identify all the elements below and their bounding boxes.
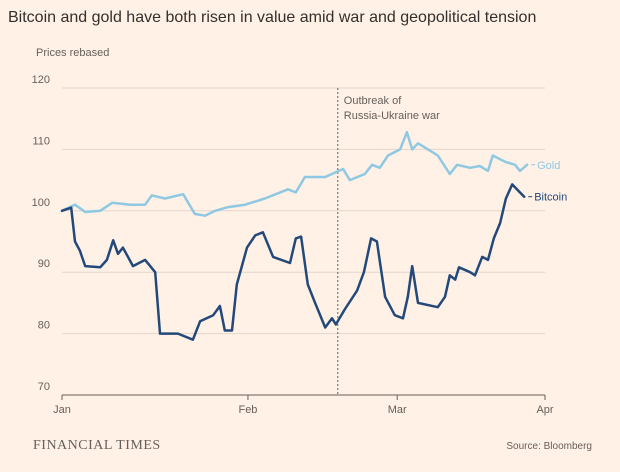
annotation-text: Outbreak of <box>344 95 402 107</box>
y-tick-label: 110 <box>32 135 50 147</box>
source: Source: Bloomberg <box>506 441 592 452</box>
series-line <box>60 183 526 341</box>
y-tick-label: 70 <box>38 381 50 393</box>
legend-label: Bitcoin <box>534 192 567 204</box>
y-tick-label: 100 <box>32 197 50 209</box>
y-tick-label: 120 <box>32 74 50 86</box>
chart-title: Bitcoin and gold have both risen in valu… <box>8 9 536 26</box>
x-tick-label: Mar <box>388 404 407 416</box>
chart-subtitle: Prices rebased <box>36 47 109 59</box>
legend-label: Gold <box>537 160 560 172</box>
series-line <box>60 130 529 217</box>
x-tick-label: Feb <box>238 404 257 416</box>
x-tick-label: Jan <box>53 404 71 416</box>
brand: FINANCIAL TIMES <box>33 438 161 453</box>
y-tick-label: 90 <box>38 258 50 270</box>
annotation-text: Russia-Ukraine war <box>344 110 440 122</box>
x-tick-label: Apr <box>536 404 553 416</box>
y-tick-label: 80 <box>38 320 50 332</box>
